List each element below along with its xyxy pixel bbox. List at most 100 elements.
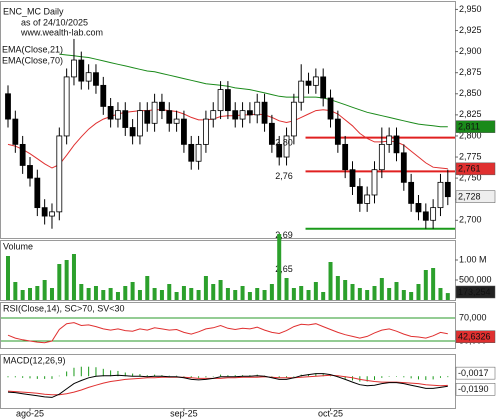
candle-body — [349, 169, 356, 187]
volume-bar — [108, 288, 113, 300]
candle-body — [400, 152, 407, 183]
volume-bar — [13, 282, 18, 300]
value-marker — [455, 190, 496, 203]
candle-body — [217, 89, 224, 112]
candle-body — [342, 143, 349, 171]
candle-body — [63, 76, 70, 137]
volume-bar — [42, 280, 47, 300]
candle-body — [444, 181, 451, 198]
volume-bar — [152, 288, 157, 300]
volume-bar — [218, 280, 223, 300]
series-line — [7, 322, 448, 344]
histogram-bar — [417, 376, 419, 380]
annotation: 2,69 — [275, 230, 293, 240]
volume-bar — [372, 286, 377, 300]
volume-bar — [189, 288, 194, 300]
y-tick-label: 2,700 — [459, 215, 482, 225]
legend-entry: EMA(Close,21) — [2, 44, 63, 54]
volume-bar — [93, 286, 98, 300]
volume-bar — [409, 292, 414, 300]
volume-bar — [115, 292, 120, 300]
candle-body — [41, 207, 48, 217]
volume-bar — [423, 270, 428, 300]
histogram-bar — [432, 376, 434, 380]
histogram-bar — [220, 374, 222, 377]
candle-body — [268, 122, 275, 145]
volume-bar — [299, 286, 304, 300]
volume-bar — [71, 254, 76, 300]
candle-body — [254, 101, 261, 116]
candle-body — [210, 110, 217, 120]
volume-bar — [49, 288, 54, 300]
histogram-bar — [410, 376, 412, 379]
series-line — [59, 53, 448, 128]
histogram-bar — [322, 374, 324, 377]
candle-body — [327, 97, 334, 120]
pane-frame — [0, 1, 456, 239]
value-marker-label: 2,761 — [458, 164, 481, 174]
candle-body — [283, 135, 290, 158]
volume-bar — [86, 288, 91, 300]
histogram-bar — [212, 376, 214, 377]
candle-body — [85, 72, 92, 82]
candle-body — [276, 143, 283, 158]
candle-body — [232, 110, 239, 120]
volume-bar — [20, 290, 25, 300]
volume-bar — [240, 286, 245, 300]
histogram-bar — [95, 367, 97, 377]
histogram-bar — [110, 370, 112, 377]
value-marker-label: 173,254 — [458, 287, 491, 297]
y-tick-label: 2,900 — [459, 46, 482, 56]
y-tick-label: 2,750 — [459, 172, 482, 182]
volume-bar — [445, 293, 450, 300]
volume-bar — [247, 292, 252, 300]
annotation: 2,80 — [275, 137, 293, 147]
volume-bar — [394, 282, 399, 300]
histogram-bar — [374, 376, 375, 380]
candle-body — [27, 165, 33, 179]
histogram-bar — [395, 376, 397, 377]
histogram-bar — [29, 376, 31, 379]
volume-bar — [6, 256, 10, 300]
candle-body — [239, 110, 246, 120]
annotation: 2,76 — [275, 171, 293, 181]
candle-body — [298, 80, 305, 103]
legend-entry: EMA(Close,70) — [2, 55, 63, 65]
volume-bar — [262, 290, 267, 300]
volume-bar — [203, 276, 208, 300]
volume-bar — [123, 286, 128, 300]
series-line — [7, 374, 448, 396]
volume-bar — [328, 262, 333, 300]
value-marker-label: 2,811 — [458, 122, 480, 132]
histogram-bar — [22, 376, 24, 378]
candle-body — [393, 135, 400, 154]
candle-body — [159, 101, 165, 112]
histogram-bar — [381, 376, 383, 378]
candle-body — [173, 118, 180, 124]
pane-frame — [0, 354, 456, 409]
candle-body — [203, 118, 209, 145]
histogram-bar — [439, 376, 441, 378]
histogram-bar — [139, 374, 141, 377]
histogram-bar — [286, 376, 288, 378]
candle-body — [356, 186, 363, 204]
pane-title: RSI(Close,14), SC>70, SV<30 — [3, 303, 125, 313]
volume-bar — [343, 280, 348, 300]
series-line — [7, 373, 448, 398]
candle-body — [224, 89, 231, 112]
histogram-bar — [344, 376, 346, 379]
value-marker-label: -0,0017 — [458, 368, 489, 378]
candle-body — [56, 135, 63, 213]
volume-bar — [159, 290, 164, 300]
value-marker — [455, 383, 496, 396]
volume-bar — [335, 276, 340, 300]
pane-title: Volume — [3, 241, 33, 251]
histogram-bar — [330, 375, 332, 377]
volume-bar — [291, 288, 296, 300]
volume-bar — [269, 284, 274, 300]
histogram-bar — [51, 376, 53, 379]
candle-body — [122, 110, 129, 128]
volume-bar — [401, 290, 406, 300]
volume-bar — [225, 288, 230, 300]
volume-bar — [313, 282, 318, 300]
